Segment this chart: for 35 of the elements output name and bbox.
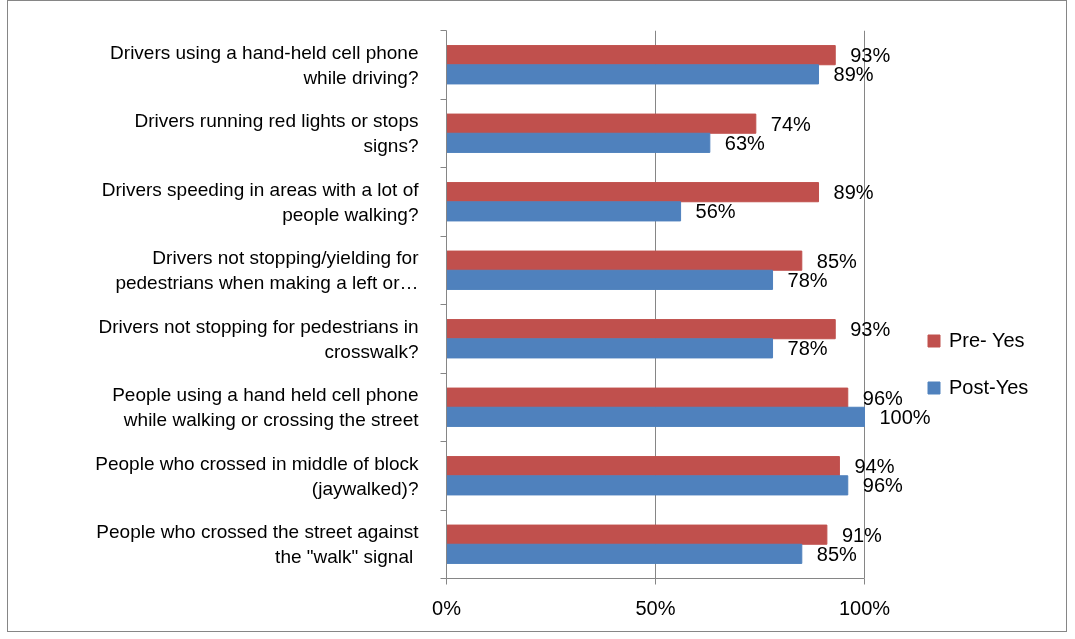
bar	[446, 338, 774, 359]
bar	[446, 543, 803, 564]
data-label: 93%	[850, 318, 891, 341]
bar	[446, 456, 840, 477]
y-tick-label: People using a hand held cell phone while walking or crossing the street	[112, 384, 420, 431]
bar	[446, 406, 865, 427]
bar	[446, 45, 836, 66]
y-tick-label: Drivers not stopping for pedestrians in crosswalk?	[98, 315, 419, 362]
y-tick-label: Drivers running red lights or stops signs?	[134, 110, 419, 157]
bar	[446, 113, 757, 134]
x-tick-label: 0%	[432, 596, 462, 619]
bar	[446, 475, 849, 496]
y-tick-label: People who crossed the street against the "walk" signal	[96, 521, 420, 568]
bar	[446, 201, 682, 222]
y-tick-label: Drivers using a hand-held cell phone while driving?	[110, 41, 419, 88]
bar	[446, 132, 711, 153]
data-label: 56%	[695, 200, 736, 223]
bar	[446, 319, 836, 340]
x-tick-label: 100%	[838, 596, 891, 619]
bar	[446, 269, 774, 290]
bar	[446, 524, 828, 545]
bar	[446, 250, 803, 271]
data-label: 89%	[833, 181, 874, 204]
data-label: 74%	[770, 112, 812, 135]
data-label: 63%	[724, 131, 766, 154]
bar	[446, 64, 820, 85]
legend-label: Pre- Yes	[949, 329, 1025, 352]
bar	[446, 182, 820, 203]
bar	[446, 387, 849, 408]
y-tick-label: Drivers not stopping/yielding for pedestrians when making a left or…	[115, 247, 420, 294]
data-label: 78%	[787, 337, 828, 360]
y-tick-label: People who crossed in middle of block (jaywalked)?	[95, 452, 419, 499]
y-tick-label: Drivers speeding in areas with a lot of people walking?	[101, 178, 420, 225]
x-tick-label: 50%	[635, 596, 676, 619]
legend-label: Post-Yes	[949, 376, 1029, 399]
